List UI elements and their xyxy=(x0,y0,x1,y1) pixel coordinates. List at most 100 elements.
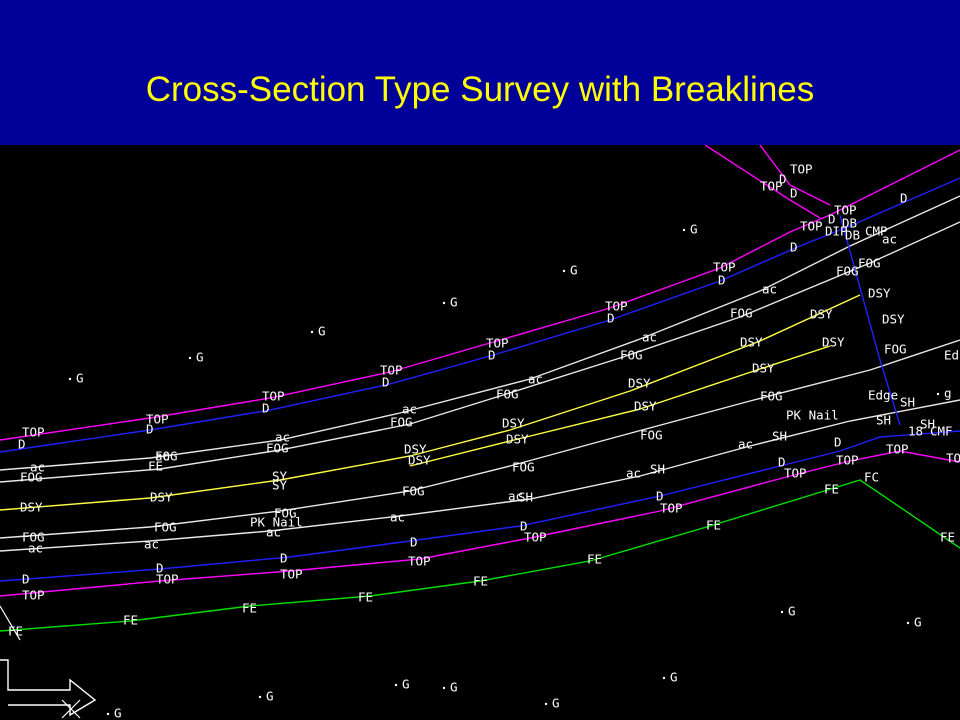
ucs-icon xyxy=(0,605,97,719)
survey-label: SH xyxy=(772,429,787,444)
survey-label: ac xyxy=(642,330,657,345)
survey-label: TOP xyxy=(486,336,509,351)
survey-label: D xyxy=(828,212,836,227)
survey-label: TOP xyxy=(790,162,813,177)
ucs-axis xyxy=(0,605,21,641)
survey-label: DSY xyxy=(408,453,431,468)
survey-label: FE xyxy=(824,482,839,497)
survey-label: FOG xyxy=(620,348,643,363)
survey-label: ac xyxy=(738,437,753,452)
survey-label: D xyxy=(156,561,164,576)
survey-point xyxy=(544,702,548,706)
survey-label: FOG xyxy=(20,470,43,485)
survey-label: SH xyxy=(920,417,935,432)
survey-label: FOG xyxy=(884,342,907,357)
survey-label: G xyxy=(570,263,578,278)
survey-label: FOG xyxy=(22,530,45,545)
survey-label: G xyxy=(670,670,678,685)
survey-point xyxy=(780,610,784,614)
survey-label: FE xyxy=(358,590,373,605)
survey-label: G xyxy=(266,689,274,704)
survey-label: D xyxy=(22,572,30,587)
survey-label: D xyxy=(146,422,154,437)
survey-label: D xyxy=(900,191,908,206)
survey-point xyxy=(106,712,110,716)
survey-point xyxy=(906,621,910,625)
survey-label: FOG xyxy=(730,306,753,321)
survey-label: ac xyxy=(28,541,43,556)
survey-label: ac xyxy=(626,466,641,481)
survey-label: FOG xyxy=(402,484,425,499)
survey-label: TOP xyxy=(760,179,783,194)
survey-label: DSY xyxy=(882,312,905,327)
survey-label: FOG xyxy=(390,415,413,430)
survey-label: D xyxy=(790,186,798,201)
survey-point xyxy=(258,695,262,699)
survey-label: DSY xyxy=(822,335,845,350)
survey-label: g xyxy=(944,386,952,401)
survey-label: TOP xyxy=(834,203,857,218)
survey-label: D xyxy=(410,535,418,550)
survey-label: FC xyxy=(864,470,879,485)
survey-point xyxy=(188,356,192,360)
survey-label: DSY xyxy=(740,335,763,350)
survey-label: CMF xyxy=(930,424,953,439)
survey-label: TOP xyxy=(886,442,909,457)
survey-label: DSY xyxy=(868,286,891,301)
fe-line xyxy=(0,479,960,632)
survey-point xyxy=(394,683,398,687)
survey-label: D xyxy=(382,375,390,390)
survey-label: DSY xyxy=(628,376,651,391)
survey-label: TOP xyxy=(524,530,547,545)
survey-label: FOG xyxy=(496,387,519,402)
survey-label: ac xyxy=(882,232,897,247)
survey-label: DSY xyxy=(404,442,427,457)
survey-label: TOP xyxy=(605,299,628,314)
survey-label: FOG xyxy=(858,256,881,271)
survey-label: G xyxy=(552,696,560,711)
survey-label: G xyxy=(114,706,122,720)
survey-label: DSY xyxy=(634,399,657,414)
ditch-line xyxy=(0,430,960,582)
title-band: Cross-Section Type Survey with Breakline… xyxy=(0,0,960,145)
survey-label: D xyxy=(280,551,288,566)
survey-label: TO xyxy=(946,451,960,466)
survey-label: FOG xyxy=(640,428,663,443)
survey-label: ac xyxy=(275,430,290,445)
survey-label: FOG xyxy=(836,264,859,279)
survey-label: ac xyxy=(155,449,170,464)
survey-label: TOP xyxy=(380,363,403,378)
survey-label: SH xyxy=(650,462,665,477)
survey-label: TOP xyxy=(784,466,807,481)
survey-label: D xyxy=(790,240,798,255)
survey-label: FE xyxy=(148,459,163,474)
survey-label: G xyxy=(318,324,326,339)
top-line xyxy=(759,145,831,206)
survey-label: ac xyxy=(762,282,777,297)
survey-label: G xyxy=(788,604,796,619)
survey-point xyxy=(936,392,940,396)
survey-point xyxy=(562,269,566,273)
survey-point xyxy=(662,676,666,680)
survey-label: D xyxy=(779,172,787,187)
survey-label: Edge xyxy=(868,388,898,403)
survey-label: G xyxy=(450,295,458,310)
survey-label: FOG xyxy=(760,389,783,404)
survey-label: FE xyxy=(123,613,138,628)
survey-label: D xyxy=(488,348,496,363)
survey-label: SH xyxy=(900,395,915,410)
breaklines xyxy=(0,145,960,632)
survey-label: G xyxy=(450,680,458,695)
survey-label: FE xyxy=(8,624,23,639)
survey-label: D xyxy=(607,311,615,326)
survey-label: ac xyxy=(30,460,45,475)
fog-line xyxy=(0,339,960,539)
survey-label: FOG xyxy=(274,506,297,521)
survey-label: G xyxy=(76,371,84,386)
survey-label: SH xyxy=(518,490,533,505)
survey-label: D xyxy=(834,435,842,450)
survey-label: TOP xyxy=(800,219,823,234)
